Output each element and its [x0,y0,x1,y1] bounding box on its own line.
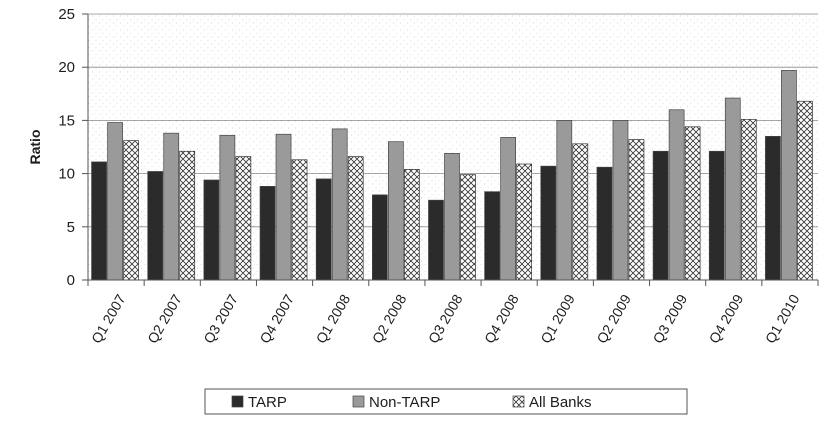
legend-label: Non-TARP [369,394,440,411]
bar-all-banks [572,143,589,281]
y-axis-title: Ratio [27,130,43,165]
bar-non-tarp [107,122,123,281]
y-tick-label: 25 [58,6,75,23]
bar-tarp [203,179,220,281]
legend-label: TARP [248,394,287,411]
legend-label: All Banks [529,394,592,411]
bar-tarp [428,199,444,281]
x-tick-label: Q4 2007 [256,291,297,346]
bar-all-banks [235,156,252,281]
bar-tarp [484,191,501,281]
x-tick-label: Q3 2009 [649,291,690,346]
x-tick-label: Q2 2008 [369,291,410,346]
x-tick-label: Q1 2010 [762,291,803,346]
bar-non-tarp [556,120,573,281]
legend-box [204,388,688,415]
legend-swatch [512,395,525,408]
bar-tarp [91,161,107,281]
x-tick-label: Q2 2007 [144,291,185,346]
bar-non-tarp [668,109,685,281]
bar-tarp [147,171,164,281]
y-tick-label: 10 [58,166,75,183]
bar-all-banks [347,156,364,281]
bar-tarp [540,165,557,281]
x-tick-label: Q4 2008 [481,291,522,346]
x-tick-label: Q3 2008 [425,291,466,346]
bar-tarp [765,136,781,281]
bar-non-tarp [163,132,180,281]
x-tick-label: Q4 2009 [706,291,747,346]
y-tick-label: 15 [58,112,75,129]
bar-all-banks [123,140,139,281]
bar-all-banks [403,168,420,281]
bar-tarp [596,166,613,281]
bar-tarp [371,194,388,281]
bar-non-tarp [612,120,629,281]
bar-non-tarp [387,141,404,281]
bar-tarp [652,150,669,281]
y-tick-label: 5 [67,219,75,236]
bar-non-tarp [500,137,517,281]
x-tick-label: Q2 2009 [593,291,634,346]
bars [91,70,813,281]
bar-tarp [708,150,725,281]
bar-tarp [259,186,276,281]
legend-swatch [231,395,244,408]
bar-all-banks [516,163,533,281]
x-tick-label: Q3 2007 [200,291,241,346]
bar-all-banks [291,159,308,281]
bar-all-banks [460,174,476,281]
bar-non-tarp [219,134,236,281]
bar-tarp [315,178,332,281]
x-tick-label: Q1 2009 [537,291,578,346]
bar-all-banks [628,139,645,281]
legend: TARP Non-TARP All Banks [204,388,688,415]
x-tick-label: Q1 2008 [313,291,354,346]
bar-all-banks [740,118,757,281]
bar-non-tarp [781,70,797,281]
bar-non-tarp [444,153,460,281]
y-tick-label: 20 [58,59,75,76]
bar-non-tarp [724,97,741,281]
bar-all-banks [684,126,701,281]
legend-swatch [352,395,365,408]
x-tick-label: Q1 2007 [88,291,129,346]
bar-all-banks [797,100,813,281]
bar-all-banks [179,150,196,281]
bar-non-tarp [275,133,292,281]
bar-non-tarp [331,128,348,281]
y-tick-label: 0 [67,272,75,289]
